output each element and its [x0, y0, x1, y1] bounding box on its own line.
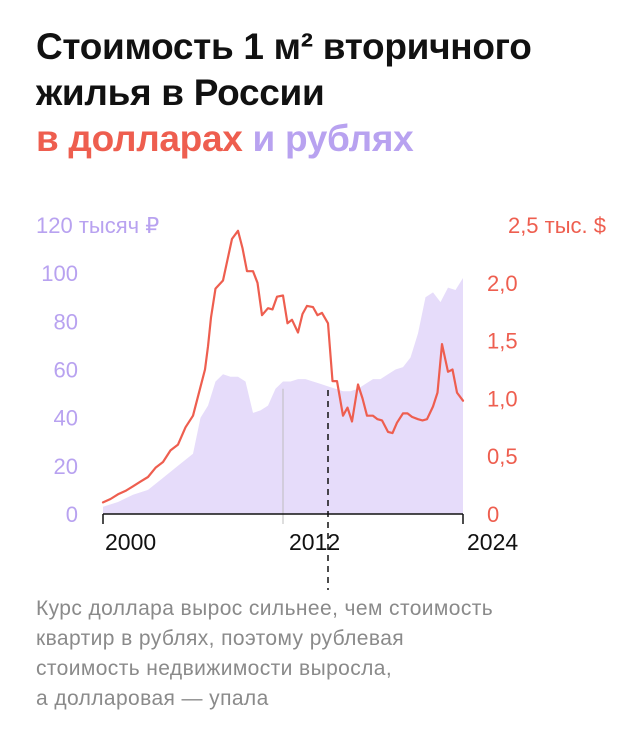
left-tick-label: 20 [54, 454, 78, 479]
chart-title-line-2: жилья в России [36, 72, 325, 113]
chart-caption: Курс доллара вырос сильнее, чем стоимост… [36, 594, 606, 714]
caption-line-2: квартир в рублях, поэтому рублевая [36, 627, 405, 650]
right-tick-label: 0,5 [487, 444, 518, 469]
subtitle-usd: в долларах [36, 118, 243, 159]
left-tick-label: 120 тысяч ₽ [36, 213, 159, 238]
caption-line-3: стоимость недвижимости выросла, [36, 657, 393, 680]
x-tick-label: 2012 [289, 529, 340, 555]
chart-title: Стоимость 1 м² вторичного жилья в России [36, 24, 616, 116]
left-tick-label: 60 [54, 358, 78, 383]
left-tick-label: 40 [54, 406, 78, 431]
caption-line-4: а долларовая — упала [36, 687, 269, 710]
chart-subtitle: в долларах и рублях [36, 116, 414, 162]
subtitle-and: и [242, 118, 285, 159]
series-usd-line [101, 229, 465, 504]
left-tick-label: 80 [54, 309, 78, 334]
right-tick-label: 2,5 тыс. $ [508, 213, 606, 238]
right-tick-label: 0 [487, 502, 499, 527]
caption-line-1: Курс доллара вырос сильнее, чем стоимост… [36, 597, 494, 620]
chart-title-line-1: Стоимость 1 м² вторичного [36, 26, 532, 67]
x-tick-label: 2000 [105, 529, 156, 555]
x-tick-label: 2024 [467, 529, 518, 555]
right-tick-label: 1,5 [487, 329, 518, 354]
subtitle-rub: рублях [284, 118, 414, 159]
left-tick-label: 0 [66, 502, 78, 527]
left-tick-label: 100 [41, 261, 78, 286]
right-tick-label: 1,0 [487, 386, 518, 411]
right-tick-label: 2,0 [487, 271, 518, 296]
